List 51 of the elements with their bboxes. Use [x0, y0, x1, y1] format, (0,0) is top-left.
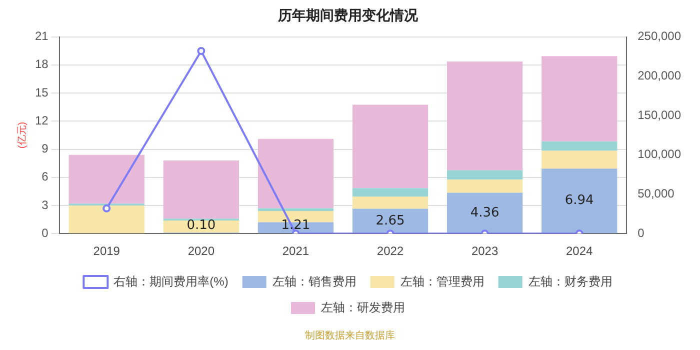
- y2-tick-label: 150,000: [638, 108, 682, 122]
- bar: [68, 205, 144, 234]
- x-tick-label: 2019: [93, 244, 120, 258]
- bar: [352, 188, 428, 197]
- y2-tick-label: 50,000: [638, 186, 675, 201]
- data-label: 2.65: [376, 213, 405, 228]
- bar: [258, 138, 334, 208]
- bar: [352, 104, 428, 188]
- y-tick-label: 3: [42, 198, 49, 212]
- legend-label: 右轴：期间费用率(%): [114, 274, 228, 288]
- x-tick-label: 2022: [376, 244, 404, 258]
- text: 制图数据来自数据库: [305, 330, 395, 342]
- y-tick-label: 0: [42, 226, 49, 240]
- bar: [68, 154, 144, 204]
- data-label: 0.10: [186, 218, 216, 233]
- y-tick-label: 21: [34, 29, 49, 44]
- bar: [446, 62, 523, 170]
- legend-label: 左轴：研发费用: [321, 300, 405, 314]
- bar: [542, 168, 618, 234]
- legend-label: 左轴：销售费用: [272, 274, 356, 288]
- bar: [542, 150, 618, 169]
- y2-tick-label: 200,000: [638, 68, 682, 82]
- y2-tick-label: 100,000: [638, 147, 682, 162]
- point: [102, 204, 111, 212]
- bar: [446, 180, 523, 193]
- y-tick-label: 12: [34, 113, 49, 128]
- y2-tick-label: 250,000: [638, 29, 682, 44]
- bar: [352, 196, 428, 209]
- bar: [163, 160, 239, 219]
- y-tick-label: 9: [42, 142, 49, 156]
- x-tick-label: 2021: [282, 244, 310, 258]
- y-tick-label: 6: [42, 170, 49, 184]
- bar: [542, 56, 618, 142]
- x-tick-label: 2023: [471, 244, 498, 258]
- legend-label: 左轴：管理费用: [400, 274, 484, 288]
- bar: [446, 192, 523, 234]
- bar: [446, 170, 523, 180]
- legend-label: 左轴：财务费用: [528, 274, 612, 288]
- point: [197, 46, 206, 55]
- y2-tick-label: 0: [638, 226, 645, 240]
- y-axis-title: (亿元): [16, 122, 28, 149]
- data-label: 4.36: [470, 205, 500, 220]
- bar: [258, 208, 334, 212]
- data-label: 1.21: [281, 218, 310, 233]
- y-tick-label: 15: [34, 85, 49, 100]
- data-label: 6.94: [564, 193, 594, 208]
- x-tick-label: 2020: [188, 244, 215, 258]
- y-tick-label: 18: [34, 57, 49, 72]
- chart-title: 历年期间费用变化情况: [277, 7, 419, 24]
- x-tick-label: 2024: [566, 244, 594, 258]
- bar: [542, 141, 618, 151]
